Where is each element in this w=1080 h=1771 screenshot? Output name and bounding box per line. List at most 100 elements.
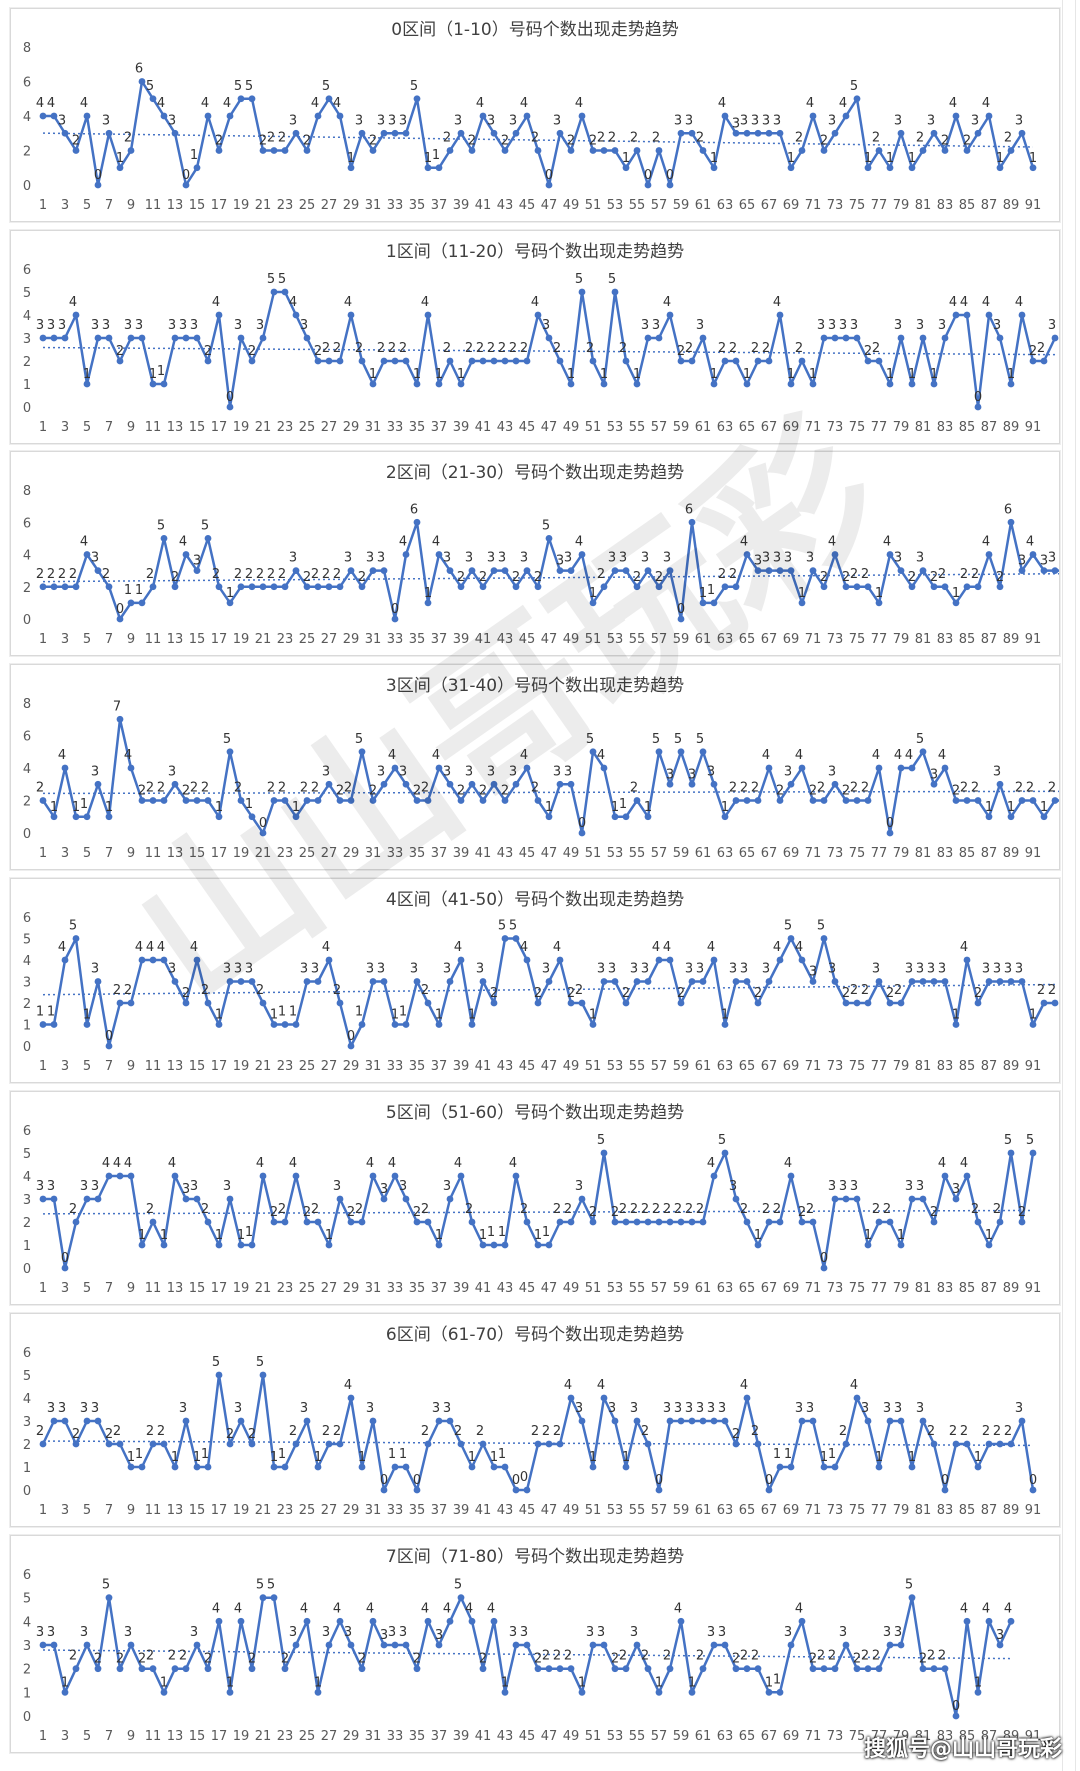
data-label: 4 [553, 940, 561, 955]
data-label: 6 [685, 502, 693, 517]
data-label: 4 [773, 295, 781, 310]
x-tick-label: 55 [629, 420, 646, 435]
x-tick-label: 59 [673, 1059, 690, 1074]
data-label: 3 [696, 962, 704, 977]
x-tick-label: 7 [105, 1729, 113, 1744]
data-point [853, 1665, 861, 1673]
chart-panel-2: 2区间（21-30）号码个数出现走势趋势 0 2 4 6 8 1 3 5 7 9 11 13 15 17 19… [10, 451, 1060, 656]
data-label: 3 [399, 1625, 407, 1640]
x-tick-label: 49 [563, 1059, 580, 1074]
data-point [138, 797, 146, 804]
x-tick-label: 75 [849, 1059, 866, 1074]
data-point [754, 1665, 762, 1673]
data-point [226, 403, 234, 411]
data-label: 3 [839, 318, 847, 333]
data-point [523, 1641, 531, 1649]
data-label: 3 [80, 1625, 88, 1640]
data-point [545, 813, 553, 821]
data-point [776, 1463, 784, 1471]
data-point [138, 334, 146, 342]
data-label: 3 [333, 1179, 341, 1194]
data-point [39, 1440, 47, 1448]
data-label: 1 [358, 1450, 366, 1465]
x-tick-label: 87 [981, 198, 998, 213]
x-tick-label: 81 [915, 632, 932, 647]
data-label: 1 [435, 1228, 443, 1243]
data-label: 5 [201, 518, 209, 533]
data-point [314, 1218, 322, 1226]
data-point [259, 583, 267, 591]
data-label: 2 [388, 341, 396, 356]
data-label: 2 [413, 784, 421, 799]
data-point [116, 615, 124, 623]
data-point [864, 1417, 872, 1425]
x-tick-label: 23 [277, 846, 294, 861]
x-tick-label: 9 [127, 1503, 135, 1518]
x-tick-label: 83 [937, 1059, 954, 1074]
data-label: 1 [468, 1008, 476, 1023]
data-point [886, 1641, 894, 1649]
x-tick-label: 53 [607, 420, 624, 435]
x-tick-label: 49 [563, 420, 580, 435]
data-point [743, 797, 751, 804]
data-point [413, 518, 421, 526]
x-tick-label: 5 [83, 1059, 91, 1074]
data-label: 1 [567, 367, 575, 382]
data-label: 3 [380, 1182, 388, 1197]
data-label: 5 [498, 919, 506, 934]
data-point [743, 1218, 751, 1226]
data-label: 3 [916, 962, 924, 977]
data-point [820, 935, 828, 942]
data-point [149, 1218, 157, 1226]
x-tick-label: 75 [849, 420, 866, 435]
data-point [83, 1641, 91, 1649]
data-point [556, 567, 564, 575]
x-tick-label: 67 [761, 1503, 778, 1518]
x-tick-label: 21 [255, 420, 272, 435]
x-tick-label: 13 [167, 198, 184, 213]
data-label: 2 [919, 1652, 927, 1667]
data-point [105, 1042, 113, 1050]
x-tick-label: 51 [585, 1503, 602, 1518]
x-tick-label: 3 [61, 1729, 69, 1744]
data-point [468, 1021, 476, 1028]
data-label: 2 [300, 781, 308, 796]
chart-panel-7: 7区间（71-80）号码个数出现走势趋势 0 1 2 3 4 5 6 1 3 5 7 9 11 13 15 17… [10, 1535, 1060, 1753]
data-point [908, 978, 916, 985]
data-label: 2 [828, 1649, 836, 1664]
data-label: 2 [531, 781, 539, 796]
data-label: 3 [993, 764, 1001, 779]
x-tick-label: 77 [871, 420, 888, 435]
data-label: 3 [1018, 554, 1026, 569]
x-tick-label: 37 [431, 1729, 448, 1744]
y-tick-label: 0 [23, 613, 31, 628]
data-point [633, 380, 641, 388]
data-point [149, 583, 157, 591]
data-point [303, 147, 311, 154]
data-label: 3 [729, 962, 737, 977]
x-tick-label: 77 [871, 846, 888, 861]
x-tick-label: 87 [981, 1281, 998, 1296]
data-label: 1 [490, 1450, 498, 1465]
x-tick-label: 35 [409, 1729, 426, 1744]
data-label: 4 [894, 748, 902, 763]
data-point [600, 1149, 608, 1157]
data-label: 5 [256, 1355, 264, 1370]
data-point [292, 1440, 300, 1448]
data-label: 2 [311, 1202, 319, 1217]
data-label: 1 [190, 148, 198, 163]
data-point [633, 147, 641, 154]
data-point [732, 978, 740, 985]
data-label: 1 [325, 1228, 333, 1243]
x-tick-label: 77 [871, 1503, 888, 1518]
x-tick-label: 51 [585, 1059, 602, 1074]
data-label: 2 [369, 784, 377, 799]
data-point [1029, 797, 1037, 804]
data-label: 5 [256, 1578, 264, 1593]
data-point [127, 764, 135, 772]
data-label: 1 [245, 797, 253, 812]
trendline [42, 572, 1059, 583]
data-label: 3 [487, 764, 495, 779]
data-label: 3 [894, 113, 902, 128]
y-tick-label: 1 [23, 1686, 31, 1701]
